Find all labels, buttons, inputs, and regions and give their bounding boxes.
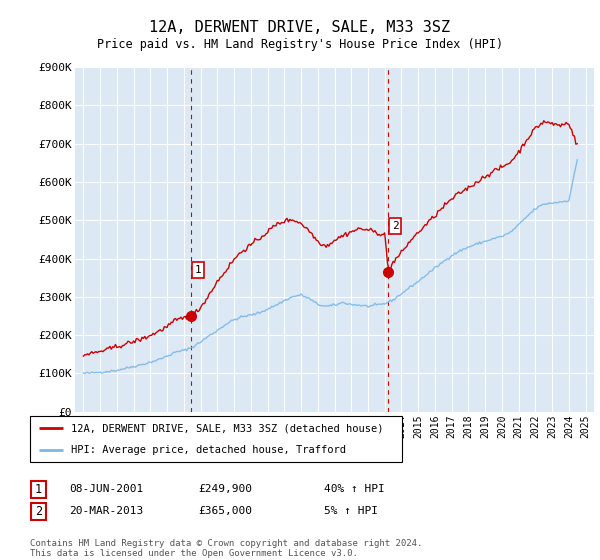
Text: 2: 2 (35, 505, 42, 518)
Text: 12A, DERWENT DRIVE, SALE, M33 3SZ (detached house): 12A, DERWENT DRIVE, SALE, M33 3SZ (detac… (71, 423, 383, 433)
Text: Contains HM Land Registry data © Crown copyright and database right 2024.
This d: Contains HM Land Registry data © Crown c… (30, 539, 422, 558)
Text: 2: 2 (392, 221, 398, 231)
Text: HPI: Average price, detached house, Trafford: HPI: Average price, detached house, Traf… (71, 445, 346, 455)
Text: £365,000: £365,000 (198, 506, 252, 516)
Text: 20-MAR-2013: 20-MAR-2013 (69, 506, 143, 516)
Text: 5% ↑ HPI: 5% ↑ HPI (324, 506, 378, 516)
Text: 08-JUN-2001: 08-JUN-2001 (69, 484, 143, 494)
Text: 40% ↑ HPI: 40% ↑ HPI (324, 484, 385, 494)
Text: 12A, DERWENT DRIVE, SALE, M33 3SZ: 12A, DERWENT DRIVE, SALE, M33 3SZ (149, 20, 451, 35)
Text: Price paid vs. HM Land Registry's House Price Index (HPI): Price paid vs. HM Land Registry's House … (97, 38, 503, 50)
Text: 1: 1 (35, 483, 42, 496)
Text: 1: 1 (194, 265, 201, 275)
Text: £249,900: £249,900 (198, 484, 252, 494)
